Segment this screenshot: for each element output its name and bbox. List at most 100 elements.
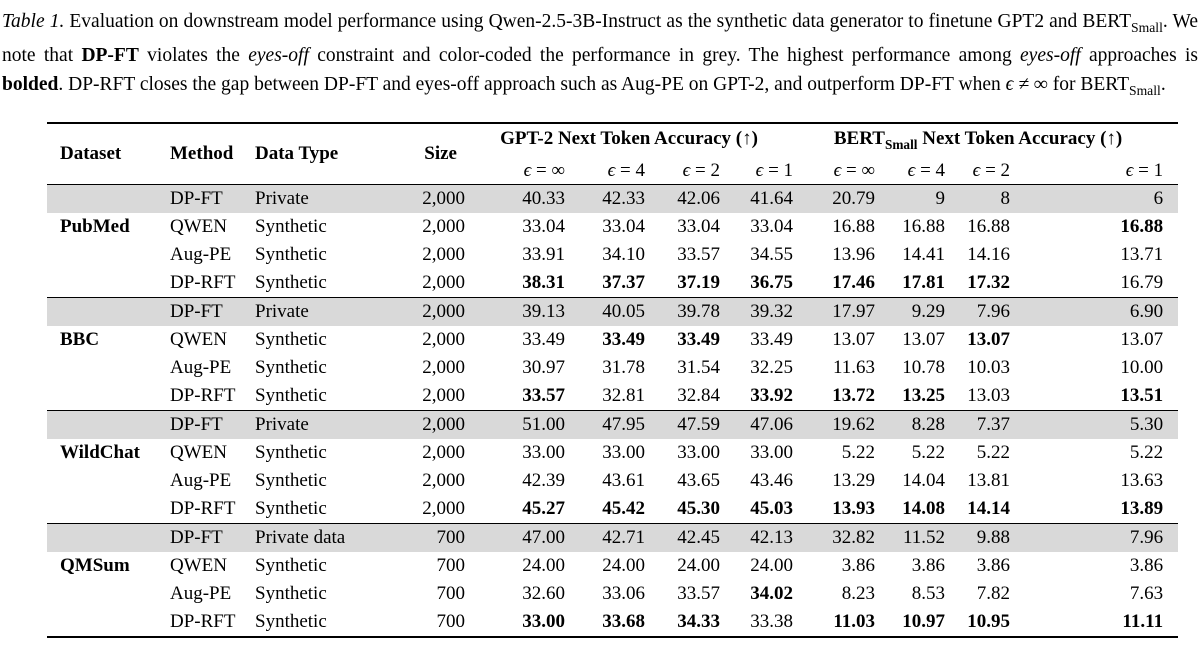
value-cell: 42.33 bbox=[565, 184, 645, 214]
method-cell: Aug-PE bbox=[170, 583, 232, 605]
group-title-main: BERT bbox=[833, 128, 885, 150]
dataset-cell bbox=[47, 495, 170, 524]
table-header: Dataset Method Data Type Size GPT-2 Next… bbox=[47, 123, 1179, 185]
caption-segment: Small bbox=[1128, 82, 1161, 98]
caption-segment: eyes-off bbox=[1020, 45, 1081, 67]
data-type-cell: Synthetic bbox=[255, 216, 327, 238]
value-cell: 37.19 bbox=[677, 272, 720, 294]
value-cell: 17.81 bbox=[902, 272, 946, 294]
dataset-cell bbox=[47, 523, 170, 553]
value-cell: 34.02 bbox=[750, 583, 794, 605]
data-type-cell: Synthetic bbox=[255, 611, 327, 633]
caption-segment: for BERT bbox=[1047, 73, 1129, 95]
method-cell: DP-RFT bbox=[170, 498, 236, 520]
value-cell: 13.29 bbox=[832, 470, 876, 492]
epsilon-column-header: ϵ = 1 bbox=[1125, 160, 1164, 182]
value-cell: 14.14 bbox=[967, 498, 1011, 520]
table-row: DP-RFT Synthetic 700 33.00 33.68 34.33 33.38 11… bbox=[47, 608, 1178, 637]
value-cell: 45.42 bbox=[602, 498, 645, 520]
value-cell: 13.07 bbox=[902, 329, 946, 351]
value-cell: 3.86 bbox=[1129, 555, 1164, 577]
size-cell: 2,000 bbox=[390, 297, 465, 327]
value-cell: 37.37 bbox=[602, 272, 645, 294]
size-cell: 2,000 bbox=[390, 410, 465, 440]
value-cell: 5.22 bbox=[976, 442, 1011, 464]
epsilon-column-header: ϵ = 4 bbox=[607, 160, 645, 182]
value-cell: 14.04 bbox=[902, 470, 946, 492]
value-cell: 34.10 bbox=[602, 244, 645, 266]
value-cell: 40.05 bbox=[565, 297, 645, 327]
epsilon-column-header: ϵ = 4 bbox=[907, 160, 946, 182]
size-cell: 2,000 bbox=[390, 184, 465, 214]
table-row: DP-FT Private 2,000 40.33 42.33 42.06 41.64 20.… bbox=[47, 184, 1179, 214]
value-cell: 10.78 bbox=[902, 357, 946, 379]
value-cell: 13.96 bbox=[832, 244, 876, 266]
table-row: Aug-PE Synthetic 2,000 42.39 43.61 43.65 43.46… bbox=[47, 467, 1178, 495]
dataset-cell: WildChat bbox=[60, 442, 140, 464]
value-cell: 33.49 bbox=[602, 329, 645, 351]
size-cell: 2,000 bbox=[422, 385, 465, 407]
value-cell: 47.06 bbox=[720, 410, 794, 440]
value-cell: 3.86 bbox=[841, 555, 876, 577]
group-header-gpt2: GPT-2 Next Token Accuracy (↑) bbox=[465, 123, 793, 158]
caption-segment: DP-FT bbox=[81, 45, 139, 67]
method-cell: QWEN bbox=[170, 216, 227, 238]
method-cell: DP-FT bbox=[170, 184, 255, 214]
value-cell: 45.30 bbox=[677, 498, 720, 520]
group-header-bert-small: BERTSmall Next Token Accuracy (↑) bbox=[793, 123, 1178, 158]
dataset-cell: PubMed bbox=[60, 216, 130, 238]
data-type-cell: Synthetic bbox=[255, 442, 327, 464]
dataset-cell: BBC bbox=[60, 329, 100, 351]
dataset-cell bbox=[47, 410, 170, 440]
data-type-cell: Synthetic bbox=[255, 272, 327, 294]
size-cell: 700 bbox=[436, 583, 466, 605]
value-cell: 36.75 bbox=[750, 272, 794, 294]
value-cell: 20.79 bbox=[793, 184, 876, 214]
dataset-cell bbox=[47, 580, 170, 608]
value-cell: 42.71 bbox=[565, 523, 645, 553]
caption-segment: . DP-RFT closes the gap between DP-FT an… bbox=[58, 73, 1006, 95]
value-cell: 33.38 bbox=[750, 611, 794, 633]
table-row: DP-FT Private 2,000 39.13 40.05 39.78 39.32 17.… bbox=[47, 297, 1179, 327]
method-cell: Aug-PE bbox=[170, 244, 232, 266]
table-row: DP-RFT Synthetic 2,000 33.57 32.81 32.84 33.92… bbox=[47, 382, 1178, 411]
value-cell: 13.25 bbox=[902, 385, 946, 407]
value-cell: 30.97 bbox=[522, 357, 565, 379]
data-type-cell: Synthetic bbox=[255, 385, 327, 407]
value-cell: 13.93 bbox=[832, 498, 876, 520]
value-cell: 42.13 bbox=[720, 523, 794, 553]
value-cell: 5.30 bbox=[1010, 410, 1179, 440]
col-header-method: Method bbox=[170, 143, 234, 165]
caption-segment: ϵ ≠ ∞ bbox=[1005, 73, 1048, 95]
data-type-cell: Private bbox=[255, 297, 390, 327]
caption-segment: . bbox=[1160, 73, 1166, 95]
value-cell: 7.96 bbox=[945, 297, 1011, 327]
value-cell: 3.86 bbox=[976, 555, 1011, 577]
value-cell: 19.62 bbox=[793, 410, 876, 440]
caption-segment: bolded bbox=[2, 73, 59, 95]
table-caption: Table 1. Evaluation on downstream model … bbox=[0, 0, 1200, 105]
value-cell: 51.00 bbox=[465, 410, 565, 440]
value-cell: 13.72 bbox=[832, 385, 876, 407]
value-cell: 17.32 bbox=[967, 272, 1011, 294]
value-cell: 33.57 bbox=[522, 385, 565, 407]
method-cell: QWEN bbox=[170, 555, 227, 577]
dataset-cell bbox=[47, 269, 170, 298]
value-cell: 31.54 bbox=[677, 357, 720, 379]
value-cell: 6 bbox=[1010, 184, 1179, 214]
dataset-cell bbox=[47, 184, 170, 214]
value-cell: 33.00 bbox=[522, 611, 565, 633]
value-cell: 16.88 bbox=[902, 216, 946, 238]
data-type-cell: Private data bbox=[255, 523, 390, 553]
size-cell: 2,000 bbox=[422, 329, 465, 351]
value-cell: 34.55 bbox=[750, 244, 794, 266]
value-cell: 10.95 bbox=[967, 611, 1011, 633]
value-cell: 33.00 bbox=[522, 442, 565, 464]
value-cell: 7.63 bbox=[1129, 583, 1164, 605]
method-cell: DP-RFT bbox=[170, 272, 236, 294]
value-cell: 9.88 bbox=[945, 523, 1011, 553]
value-cell: 33.00 bbox=[750, 442, 794, 464]
value-cell: 8 bbox=[945, 184, 1011, 214]
table-row: DP-RFT Synthetic 2,000 38.31 37.37 37.19 36.75… bbox=[47, 269, 1178, 298]
col-header-dataset: Dataset bbox=[60, 143, 122, 165]
